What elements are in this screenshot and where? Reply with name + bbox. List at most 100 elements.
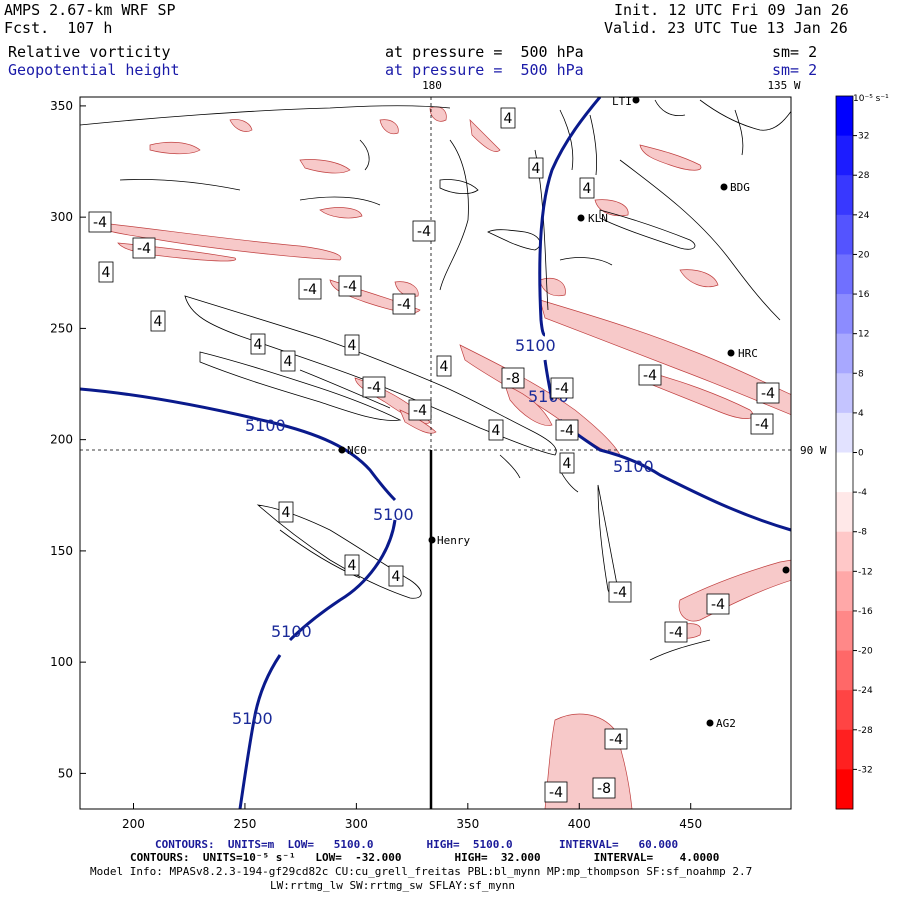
colorbar-unit: 10⁻⁵ s⁻¹ [853,94,889,104]
field1-smoothing: sm= 2 [772,43,818,61]
field1-level: at pressure = 500 hPa [385,43,584,61]
vorticity-label: -4 [392,293,416,315]
vorticity-label: 4 [344,334,360,356]
height-label: 5100 [373,505,414,524]
vorticity-label: 4 [344,554,360,576]
svg-text:4: 4 [102,265,111,281]
vorticity-label: 4 [528,157,544,179]
svg-text:-8: -8 [506,371,520,387]
colorbar-swatch [836,531,853,572]
svg-text:-4: -4 [669,625,683,641]
station-hrc-marker [727,349,735,357]
svg-text:4: 4 [440,359,449,375]
vorticity-label: -4 [362,376,386,398]
colorbar-label: 24 [858,211,870,221]
colorbar-swatch [836,135,853,176]
vorticity-label: -4 [604,728,628,750]
colorbar-label: -16 [858,607,873,617]
svg-text:-4: -4 [137,241,151,257]
colorbar-swatch [836,769,853,810]
colorbar-label: -32 [858,765,873,775]
y-tick-label: 300 [50,210,73,224]
colorbar-swatch [836,571,853,612]
station-edge-marker [782,566,790,574]
y-tick-label: 150 [50,544,73,558]
svg-text:-8: -8 [597,781,611,797]
y-tick-label: 350 [50,99,73,113]
vorticity-label: -4 [750,413,774,435]
footer-vorticity-contours: CONTOURS: UNITS=10⁻⁵ s⁻¹ LOW= -32.000 HI… [130,851,720,864]
svg-text:4: 4 [348,338,357,354]
colorbar-swatch [836,175,853,216]
plot-area [80,97,791,809]
height-label: 5100 [271,622,312,641]
vorticity-label: 4 [278,501,294,523]
model-title: AMPS 2.67-km WRF SP [4,1,176,19]
colorbar-label: 4 [858,409,864,419]
svg-text:-4: -4 [643,368,657,384]
station-label-ag2: AG2 [716,717,736,730]
colorbar-swatch [836,214,853,255]
vorticity-label: -4 [298,278,322,300]
y-tick-label: 100 [50,655,73,669]
svg-text:4: 4 [284,354,293,370]
vorticity-label: 4 [559,452,575,474]
station-markers [338,97,790,727]
colorbar-label: 16 [858,290,870,300]
svg-text:-4: -4 [761,386,775,402]
colorbar-swatch [836,294,853,335]
svg-text:-4: -4 [549,785,563,801]
svg-text:-4: -4 [397,297,411,313]
svg-text:-4: -4 [413,403,427,419]
valid-time: Valid. 23 UTC Tue 13 Jan 26 [604,19,848,37]
height-contours [80,97,791,809]
vorticity-label: 4 [98,261,114,283]
lon-label-180: 180 [422,79,442,92]
vorticity-label: -4 [412,220,436,242]
field2-smoothing: sm= 2 [772,61,818,79]
y-tick-label: 50 [58,766,73,780]
station-label-lti: LTI [612,95,632,108]
vorticity-label: -8 [501,367,525,389]
vorticity-label: 4 [488,419,504,441]
vorticity-label: 4 [388,565,404,587]
station-kln-marker [577,214,585,222]
colorbar-swatch [836,373,853,414]
svg-text:4: 4 [532,161,541,177]
svg-text:-4: -4 [755,417,769,433]
colorbar-swatch [836,650,853,691]
height-label: 5100 [613,457,654,476]
colorbar-swatch [836,254,853,295]
vorticity-label: -4 [608,581,632,603]
colorbar-label: 32 [858,132,869,142]
svg-text:-4: -4 [560,423,574,439]
field2-name: Geopotential height [8,61,180,79]
station-label-henry: Henry [437,534,470,547]
height-labels: 5100 5100 5100 5100 5100 5100 5100 [232,336,654,728]
svg-text:-4: -4 [555,381,569,397]
height-label: 5100 [232,709,273,728]
svg-text:4: 4 [348,558,357,574]
vorticity-label: -4 [544,781,568,803]
station-label-bdg: BDG [730,181,750,194]
station-bdg-marker [720,183,728,191]
footer-physics-info: LW:rrtmg_lw SW:rrtmg_sw SFLAY:sf_mynn [270,879,516,892]
colorbar-label: -8 [858,528,867,538]
footer-height-contours: CONTOURS: UNITS=m LOW= 5100.0 HIGH= 5100… [155,838,679,851]
svg-text:-4: -4 [93,215,107,231]
svg-text:4: 4 [563,456,572,472]
x-tick-label: 250 [233,817,256,831]
height-label: 5100 [515,336,556,355]
colorbar-label: 28 [858,171,870,181]
vorticity-label: 4 [280,350,296,372]
x-tick-label: 200 [122,817,145,831]
colorbar-label: -24 [858,686,873,696]
svg-text:-4: -4 [613,585,627,601]
x-tick-label: 400 [568,817,591,831]
vorticity-label: -4 [706,593,730,615]
svg-text:-4: -4 [367,380,381,396]
vorticity-label: 4 [579,177,595,199]
colorbar-swatch [836,333,853,374]
vorticity-label: -4 [638,364,662,386]
